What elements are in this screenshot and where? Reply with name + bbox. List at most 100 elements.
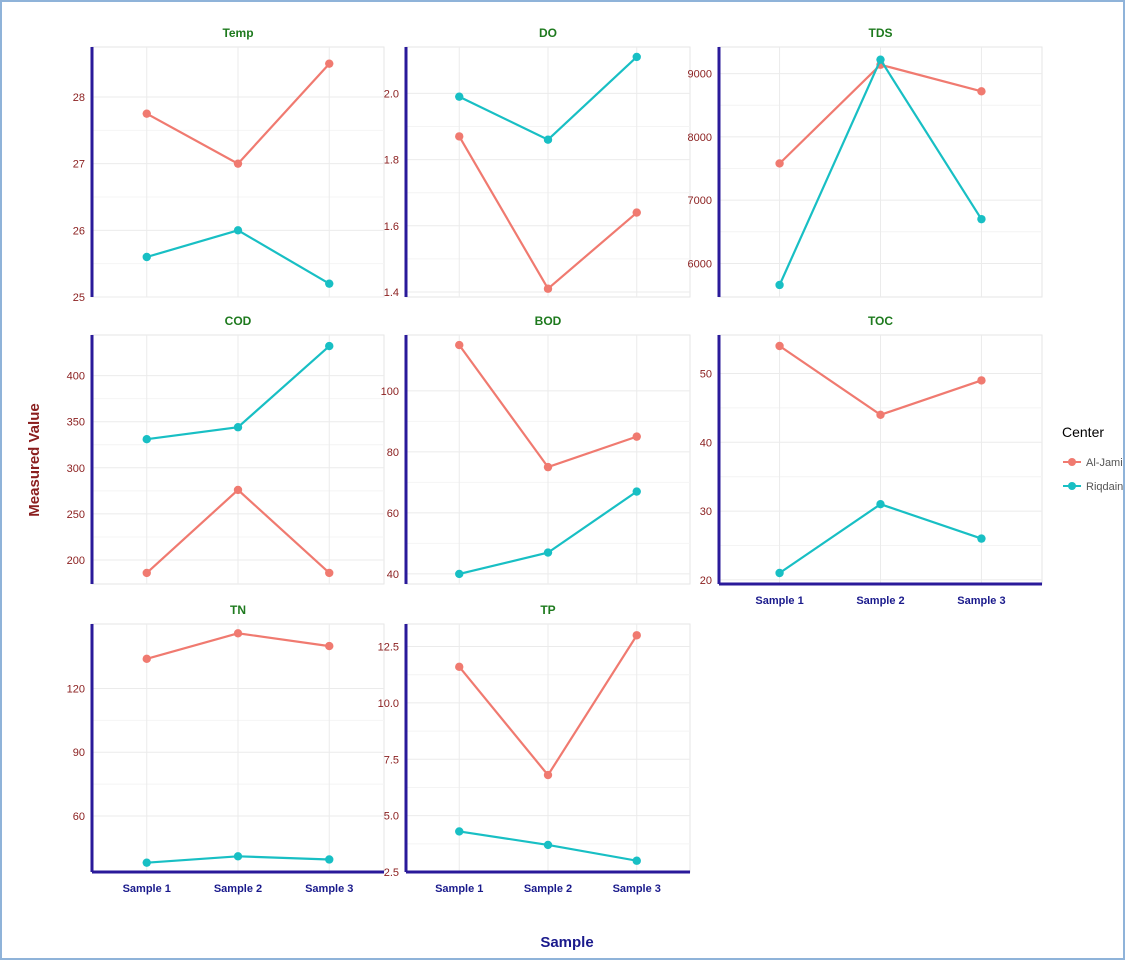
data-point bbox=[325, 568, 334, 578]
y-tick-label: 80 bbox=[387, 447, 399, 459]
y-tick-label: 40 bbox=[387, 569, 399, 581]
y-tick-label: 300 bbox=[67, 463, 85, 475]
legend-label: Al-Jamii bbox=[1086, 457, 1123, 469]
data-point bbox=[977, 534, 986, 543]
data-point bbox=[233, 226, 243, 235]
y-tick-label: 2.5 bbox=[384, 867, 399, 879]
y-tick-label: 26 bbox=[73, 225, 85, 237]
data-point bbox=[632, 432, 641, 441]
y-tick-label: 7.5 bbox=[384, 754, 399, 766]
panel-title: BOD bbox=[535, 314, 562, 328]
y-tick-label: 7000 bbox=[688, 195, 712, 207]
data-point bbox=[325, 641, 334, 651]
data-point bbox=[455, 340, 464, 350]
y-tick-label: 5.0 bbox=[384, 811, 399, 823]
data-point bbox=[775, 159, 784, 168]
data-point bbox=[876, 410, 885, 419]
data-point bbox=[233, 485, 243, 495]
x-tick-label: Sample 1 bbox=[755, 595, 803, 607]
legend: Center Al-Jamii Riqdain bbox=[1062, 424, 1123, 493]
legend-key-point bbox=[1068, 458, 1076, 466]
x-tick-label: Sample 1 bbox=[435, 883, 483, 895]
y-tick-label: 350 bbox=[67, 417, 85, 429]
data-point bbox=[455, 827, 464, 836]
x-tick-label: Sample 3 bbox=[613, 883, 661, 895]
panel-title: TDS bbox=[869, 26, 893, 40]
y-tick-label: 100 bbox=[381, 386, 399, 398]
panel-title: TP bbox=[540, 603, 555, 617]
data-point bbox=[543, 284, 553, 293]
y-tick-label: 9000 bbox=[688, 69, 712, 81]
data-point bbox=[455, 92, 464, 101]
data-point bbox=[632, 208, 641, 217]
data-point bbox=[632, 856, 641, 865]
data-point bbox=[325, 59, 334, 68]
data-point bbox=[455, 132, 464, 141]
data-point bbox=[142, 252, 151, 262]
data-point bbox=[543, 548, 553, 557]
y-tick-label: 27 bbox=[73, 159, 85, 171]
data-point bbox=[977, 214, 986, 224]
data-point bbox=[455, 569, 464, 579]
data-point bbox=[233, 629, 243, 638]
y-tick-label: 28 bbox=[73, 92, 85, 104]
y-tick-label: 250 bbox=[67, 509, 85, 521]
panel-title: Temp bbox=[222, 26, 253, 40]
data-point bbox=[142, 435, 151, 444]
data-point bbox=[142, 568, 151, 578]
y-tick-label: 120 bbox=[67, 684, 85, 696]
y-tick-label: 2.0 bbox=[384, 88, 399, 100]
panel-title: COD bbox=[225, 314, 252, 328]
data-point bbox=[455, 662, 464, 672]
panel-toc: TOC 20 30 40 50 Sample 1 Sample 2 Sample 3 bbox=[700, 314, 1043, 607]
y-tick-label: 90 bbox=[73, 747, 85, 759]
y-tick-label: 8000 bbox=[688, 132, 712, 144]
y-tick-label: 40 bbox=[700, 437, 712, 449]
y-tick-label: 30 bbox=[700, 506, 712, 518]
y-tick-label: 10.0 bbox=[378, 698, 399, 710]
panel-bod: BOD 40 60 80 100 bbox=[381, 314, 691, 585]
y-tick-label: 200 bbox=[67, 555, 85, 567]
data-point bbox=[142, 109, 151, 118]
y-tick-label: 6000 bbox=[688, 258, 712, 270]
data-point bbox=[977, 87, 986, 96]
data-point bbox=[543, 462, 553, 472]
y-tick-label: 12.5 bbox=[378, 642, 399, 654]
legend-title: Center bbox=[1062, 424, 1104, 440]
x-tick-label: Sample 2 bbox=[524, 883, 572, 895]
panel-temp: Temp 25 26 27 28 bbox=[73, 26, 385, 304]
y-tick-label: 20 bbox=[700, 575, 712, 587]
y-tick-label: 60 bbox=[387, 508, 399, 520]
data-point bbox=[233, 852, 243, 861]
panel-tds: TDS 6000 7000 8000 9000 bbox=[688, 26, 1043, 298]
data-point bbox=[543, 770, 553, 780]
data-point bbox=[233, 423, 243, 432]
panel-title: DO bbox=[539, 26, 557, 40]
panel-title: TOC bbox=[868, 314, 893, 328]
data-point bbox=[632, 631, 641, 640]
data-point bbox=[876, 500, 885, 509]
data-point bbox=[543, 135, 553, 144]
data-point bbox=[775, 568, 784, 578]
y-tick-label: 400 bbox=[67, 371, 85, 383]
legend-key-point bbox=[1068, 482, 1076, 490]
y-axis-label: Measured Value bbox=[26, 403, 43, 516]
panel-cod: COD 200 250 300 350 400 bbox=[67, 314, 385, 585]
panel-tp: TP 2.5 5.0 7.5 10.0 12.5 Sample 1 Sample 2 Sampl… bbox=[378, 603, 691, 895]
y-tick-label: 1.4 bbox=[384, 287, 399, 299]
data-point bbox=[775, 341, 784, 351]
panel-title: TN bbox=[230, 603, 246, 617]
data-point bbox=[543, 840, 553, 850]
data-point bbox=[775, 280, 784, 290]
data-point bbox=[233, 159, 243, 168]
y-tick-label: 1.6 bbox=[384, 221, 399, 233]
x-tick-label: Sample 3 bbox=[305, 883, 353, 895]
y-tick-label: 60 bbox=[73, 811, 85, 823]
panel-tn: TN 60 90 120 Sample 1 Sample 2 Sample 3 bbox=[67, 603, 385, 895]
data-point bbox=[632, 487, 641, 496]
data-point bbox=[142, 858, 151, 867]
data-point bbox=[876, 55, 885, 64]
data-point bbox=[977, 376, 986, 385]
x-tick-label: Sample 2 bbox=[856, 595, 904, 607]
